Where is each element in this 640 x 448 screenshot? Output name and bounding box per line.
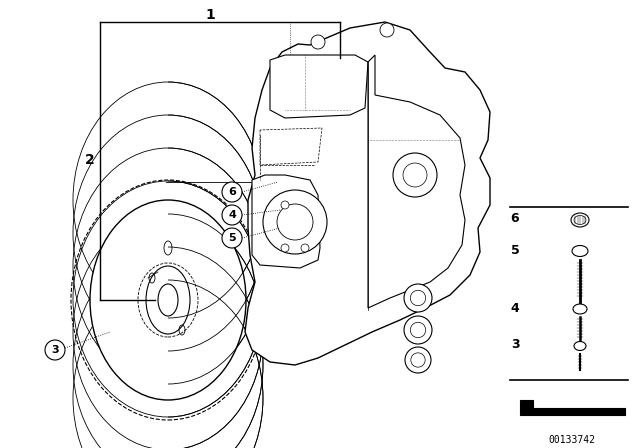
Circle shape [263,190,327,254]
Text: 3: 3 [51,345,59,355]
Circle shape [222,205,242,225]
Circle shape [277,204,313,240]
Text: 1: 1 [205,8,215,22]
Circle shape [222,182,242,202]
Text: 5: 5 [511,244,520,257]
Ellipse shape [572,246,588,257]
Circle shape [405,347,431,373]
Circle shape [380,23,394,37]
Text: 6: 6 [228,187,236,197]
Circle shape [301,244,309,252]
Text: 2: 2 [85,153,95,167]
Circle shape [410,290,426,306]
Polygon shape [252,175,320,268]
Polygon shape [245,22,490,365]
Circle shape [404,316,432,344]
Circle shape [410,322,426,338]
Circle shape [281,201,289,209]
Polygon shape [270,55,368,118]
Text: 00133742: 00133742 [548,435,595,445]
Ellipse shape [573,304,587,314]
Circle shape [403,163,427,187]
Circle shape [404,284,432,312]
Circle shape [393,153,437,197]
Circle shape [411,353,425,367]
Text: 4: 4 [511,302,520,314]
Polygon shape [520,400,625,415]
Circle shape [222,228,242,248]
Polygon shape [368,55,465,308]
Ellipse shape [574,341,586,350]
Text: 3: 3 [511,339,519,352]
Ellipse shape [90,200,246,400]
Circle shape [311,35,325,49]
Text: 6: 6 [511,211,519,224]
Text: 4: 4 [228,210,236,220]
Ellipse shape [571,213,589,227]
Circle shape [45,340,65,360]
Text: 5: 5 [228,233,236,243]
Circle shape [281,244,289,252]
